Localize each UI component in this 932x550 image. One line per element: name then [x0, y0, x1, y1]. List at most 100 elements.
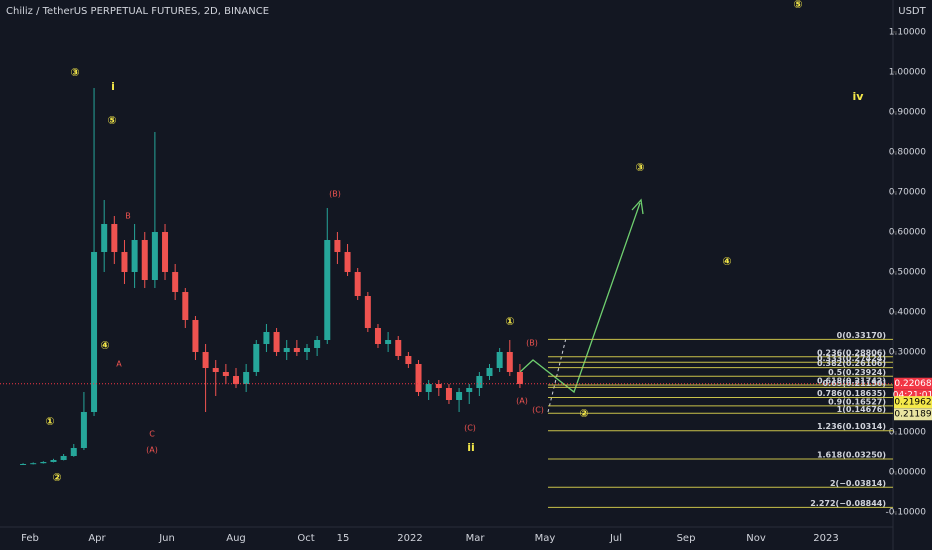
candle-body	[425, 384, 432, 392]
candle-body	[314, 340, 321, 348]
x-tick-label: Oct	[297, 533, 314, 544]
candle-body	[60, 456, 67, 460]
y-tick-label: 0.30000	[889, 348, 926, 358]
candle-body	[354, 272, 361, 296]
wave-label: C	[149, 430, 155, 439]
y-tick-label: -0.10000	[886, 508, 927, 518]
candle-body	[334, 240, 341, 252]
fib-label: 2(−0.03814)	[830, 479, 886, 488]
candle-body	[456, 392, 463, 400]
wave-label: (A)	[516, 397, 528, 406]
wave-label: (A)	[146, 446, 158, 455]
candle-body	[496, 352, 503, 368]
candle-body	[182, 292, 189, 320]
candle-body	[253, 344, 260, 372]
y-tick-label: 0.80000	[889, 148, 926, 158]
x-tick-label: Nov	[746, 533, 766, 544]
candle-body	[303, 348, 310, 352]
y-tick-label: 0.10000	[889, 428, 926, 438]
chart-title: Chiliz / TetherUS PERPETUAL FUTURES, 2D,…	[6, 6, 269, 17]
candle-body	[121, 252, 128, 272]
wave-label: ⑤	[793, 0, 802, 11]
wave-label: ①	[45, 415, 54, 428]
candle-body	[162, 232, 169, 272]
fib-label: 0.9(0.16527)	[828, 397, 886, 406]
candle-body	[385, 340, 392, 344]
wave-label: A	[116, 360, 122, 369]
candle-body	[151, 232, 158, 280]
fib-label: 0.65(0.21150)	[823, 379, 887, 388]
candle-body	[506, 352, 513, 372]
fib-label: 0.618(0.21742)	[817, 377, 886, 386]
projection-path	[519, 202, 641, 394]
price-tag	[894, 396, 932, 409]
x-tick-label: May	[535, 533, 556, 544]
y-tick-label: 0.40000	[889, 308, 926, 318]
wave-label: (C)	[532, 406, 544, 415]
y-tick-label: 0.90000	[889, 108, 926, 118]
candle-body	[364, 296, 371, 328]
candle-body	[486, 368, 493, 376]
wave-label: ii	[467, 441, 475, 454]
price-tag-label: 0.21189	[894, 410, 931, 420]
price-tag	[894, 377, 932, 390]
y-tick-label: 1.10000	[889, 28, 926, 38]
fib-label: 1(0.14676)	[837, 405, 886, 414]
projection-arrow	[631, 198, 644, 215]
candle-body	[415, 364, 422, 392]
fib-label: 1.618(0.03250)	[817, 451, 886, 460]
candle-body	[516, 372, 523, 384]
fib-label: 0.786(0.18635)	[817, 389, 886, 398]
candle-body	[111, 224, 118, 252]
fib-label: 0.236(0.28806)	[817, 348, 886, 357]
wave-label: ②	[579, 407, 588, 420]
wave-label: ⑤	[107, 114, 116, 127]
candle-body	[192, 320, 199, 352]
candle-body	[131, 240, 138, 272]
price-tag	[894, 408, 932, 421]
candle-body	[172, 272, 179, 292]
x-tick-label: 15	[337, 533, 350, 544]
candle-body	[435, 384, 442, 388]
candle-body	[91, 252, 98, 412]
fib-label: 0.5(0.23924)	[828, 368, 886, 377]
candle-body	[405, 356, 412, 364]
wave-label: (C)	[464, 424, 476, 433]
wave-label: ④	[100, 339, 109, 352]
candle-body	[466, 388, 473, 392]
candle-body	[273, 332, 280, 352]
x-tick-label: Apr	[88, 533, 106, 544]
wave-label: i	[111, 80, 115, 93]
fib-label: 0.382(0.26106)	[817, 359, 886, 368]
candle-body	[141, 240, 148, 280]
y-tick-label: 0.60000	[889, 228, 926, 238]
candle-body	[80, 412, 87, 448]
candle-body	[476, 376, 483, 388]
x-tick-label: 2022	[397, 533, 422, 544]
candle-body	[30, 463, 37, 465]
x-tick-label: Aug	[226, 533, 246, 544]
dashed-guide	[547, 337, 567, 413]
candle-body	[243, 372, 250, 384]
wave-label: B	[125, 212, 131, 221]
y-tick-label: 0.70000	[889, 188, 926, 198]
x-tick-label: Jul	[609, 533, 622, 544]
x-tick-label: Mar	[466, 533, 486, 544]
wave-label: ②	[52, 471, 61, 484]
y-tick-label: 0.50000	[889, 268, 926, 278]
fib-label: 0(0.33170)	[837, 331, 886, 340]
price-axis-bg	[893, 0, 932, 550]
fib-label: 2.272(−0.08844)	[810, 499, 886, 508]
candle-body	[222, 372, 229, 376]
candle-body	[40, 462, 47, 464]
candle-body	[445, 388, 452, 400]
candle-body	[70, 448, 77, 456]
wave-label: (B)	[329, 190, 341, 199]
wave-label: ③	[635, 161, 644, 174]
wave-label: ①	[505, 315, 514, 328]
price-tag-label: 0.21962	[894, 398, 931, 408]
x-tick-label: Jun	[158, 533, 175, 544]
candle-body	[283, 348, 290, 352]
candle-body	[101, 224, 108, 252]
